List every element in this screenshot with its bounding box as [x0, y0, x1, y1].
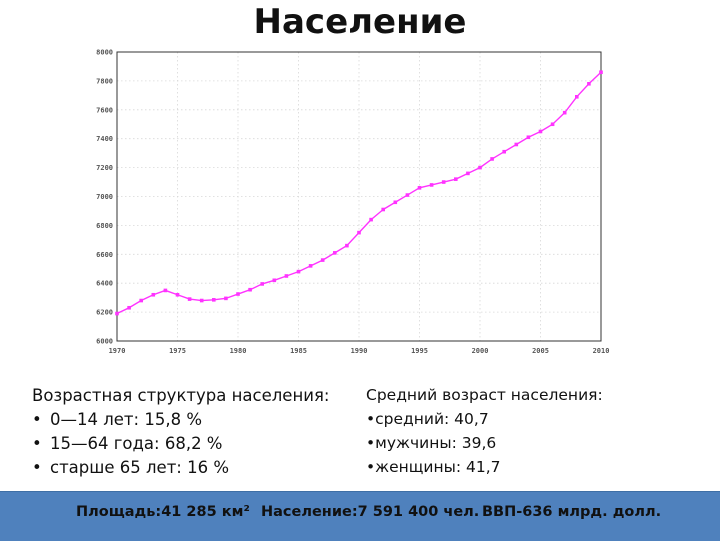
data-point [417, 186, 422, 190]
data-point [127, 305, 131, 310]
x-tick-label: 1985 [290, 347, 307, 355]
y-tick-label: 7400 [96, 135, 113, 143]
age-structure-item: • 15—64 года: 68,2 % [32, 432, 352, 456]
data-point [454, 177, 458, 181]
area-stat: Площадь:41 285 км² [76, 504, 250, 520]
y-tick-label: 6800 [96, 222, 113, 230]
data-point [333, 251, 337, 255]
data-point [526, 135, 531, 140]
data-point [514, 142, 519, 147]
data-point [393, 200, 398, 205]
x-tick-labels: 1970 1975 1980 1985 1990 1995 2000 2005 2010 [109, 347, 610, 355]
data-point [562, 110, 567, 115]
age-group-15-64: 15—64 года: 68,2 % [50, 434, 223, 453]
data-point [236, 292, 240, 296]
data-point [538, 129, 543, 134]
y-tick-label: 7200 [96, 164, 113, 172]
data-point [466, 171, 470, 176]
data-point [369, 217, 373, 222]
data-point [478, 165, 482, 170]
age-group-0-14: 0—14 лет: 15,8 % [50, 410, 203, 429]
data-point [575, 94, 579, 99]
y-tick-label: 8000 [96, 49, 113, 57]
x-tick-label: 2000 [472, 347, 489, 355]
data-point [187, 297, 192, 301]
data-point [224, 296, 228, 301]
plot-frame [116, 51, 602, 342]
data-point [308, 264, 313, 268]
data-point [429, 183, 434, 187]
x-tick-label: 1970 [109, 347, 126, 355]
y-tick-label: 7600 [96, 106, 113, 114]
age-structure-block: Возрастная структура населения: • 0—14 л… [32, 384, 352, 480]
y-tick-label: 6600 [96, 251, 113, 259]
population-stat: Население:7 591 400 чел. [261, 504, 480, 520]
footer-bar: Площадь:41 285 км² Население:7 591 400 ч… [0, 491, 720, 541]
median-age-heading: Средний возраст населения: [366, 386, 603, 404]
data-point [248, 287, 252, 292]
age-structure-item: • 0—14 лет: 15,8 % [32, 408, 352, 432]
data-point [550, 122, 555, 127]
data-point [151, 292, 156, 297]
y-tick-labels: 6000 6200 6400 6600 6800 7000 7200 7400 7600 7800… [96, 49, 113, 346]
data-point [260, 282, 264, 286]
y-tick-label: 6200 [96, 309, 113, 317]
population-points [115, 70, 603, 316]
x-tick-label: 2010 [593, 347, 610, 355]
population-chart: 1970 1975 1980 1985 1990 1995 2000 2005 2010 600… [96, 49, 610, 356]
data-point [139, 298, 143, 303]
bullet: • [32, 410, 42, 429]
chart-axes [116, 51, 602, 342]
data-point [405, 193, 410, 197]
data-point [284, 274, 289, 278]
data-point [320, 258, 325, 262]
x-tick-label: 1990 [351, 347, 368, 355]
data-point [502, 149, 506, 154]
y-tick-label: 6400 [96, 280, 113, 288]
data-point [175, 292, 180, 297]
gdp-stat: ВВП-636 млрд. долл. [482, 504, 662, 520]
x-tick-label: 1980 [230, 347, 247, 355]
x-tick-label: 1995 [411, 347, 428, 355]
median-age-men: •мужчины: 39,6 [366, 434, 497, 452]
data-point [441, 180, 446, 184]
y-tick-label: 7800 [96, 77, 113, 85]
data-point [381, 207, 385, 212]
data-point [272, 278, 277, 283]
x-tick-label: 1975 [169, 347, 186, 355]
data-point [296, 269, 301, 274]
data-point [599, 70, 603, 75]
age-group-65-plus: старше 65 лет: 16 % [50, 458, 230, 477]
data-point [490, 157, 494, 161]
y-tick-label: 7000 [96, 193, 113, 201]
bullet: • [32, 458, 42, 477]
data-point [163, 288, 168, 293]
data-point [115, 311, 119, 316]
page-title: Население [253, 2, 467, 42]
data-point [587, 81, 591, 86]
median-age-overall: •средний: 40,7 [366, 410, 489, 428]
age-structure-item: • старше 65 лет: 16 % [32, 456, 352, 480]
data-point [345, 243, 349, 248]
data-point [357, 230, 361, 235]
data-point [199, 298, 204, 303]
median-age-block: Средний возраст населения: •средний: 40,… [366, 383, 686, 479]
median-age-women: •женщины: 41,7 [366, 458, 501, 476]
y-tick-label: 6000 [96, 338, 113, 346]
bullet: • [32, 434, 42, 453]
data-point [212, 298, 216, 302]
age-structure-heading: Возрастная структура населения: [32, 386, 330, 405]
x-tick-label: 2005 [532, 347, 549, 355]
